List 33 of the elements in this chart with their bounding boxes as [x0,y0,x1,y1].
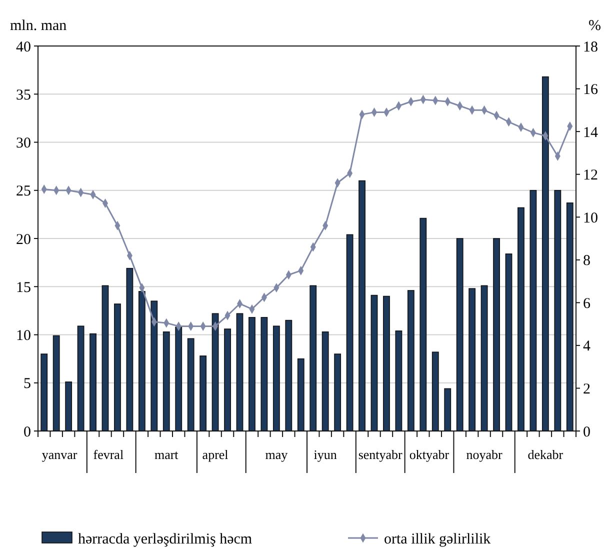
x-tick-label: dekabr [528,447,564,462]
x-tick-label: yanvar [42,447,78,462]
y-tick-label: 15 [16,280,31,296]
y2-tick-label: 4 [583,338,591,355]
y-tick-label: 5 [24,376,31,392]
y-tick-label: 30 [16,136,31,152]
y-tick-label: 0 [24,424,31,440]
x-tick-label: iyun [314,447,338,462]
y2-tick-label: 14 [583,124,598,141]
y-axis-title: mln. man [10,18,68,34]
y-tick-label: 35 [16,87,31,104]
y-tick-label: 20 [16,232,31,248]
y-tick-label: 40 [16,39,31,56]
y2-tick-label: 0 [583,424,590,440]
y2-tick-label: 6 [583,296,591,312]
y2-tick-label: 2 [583,381,590,398]
x-tick-label: mart [154,447,179,462]
y2-tick-label: 12 [583,168,598,184]
x-tick-label: aprel [202,447,229,462]
y2-tick-label: 16 [583,82,598,98]
x-tick-label: may [265,447,288,462]
y2-tick-label: 8 [583,253,590,270]
y-tick-label: 25 [16,184,31,200]
y2-axis-title: % [588,18,601,34]
x-tick-label: fevral [93,447,124,462]
legend-label: hərracda yerləşdirilmiş həcm [78,531,252,548]
legend-label: orta illik gəlirlilik [384,531,492,548]
y2-tick-label: 18 [583,39,598,56]
y-tick-label: 10 [16,328,31,344]
y2-tick-label: 10 [583,210,598,226]
x-tick-label: noyabr [466,447,504,462]
x-tick-label: oktyabr [409,447,450,462]
x-tick-label: sentyabr [358,447,404,462]
